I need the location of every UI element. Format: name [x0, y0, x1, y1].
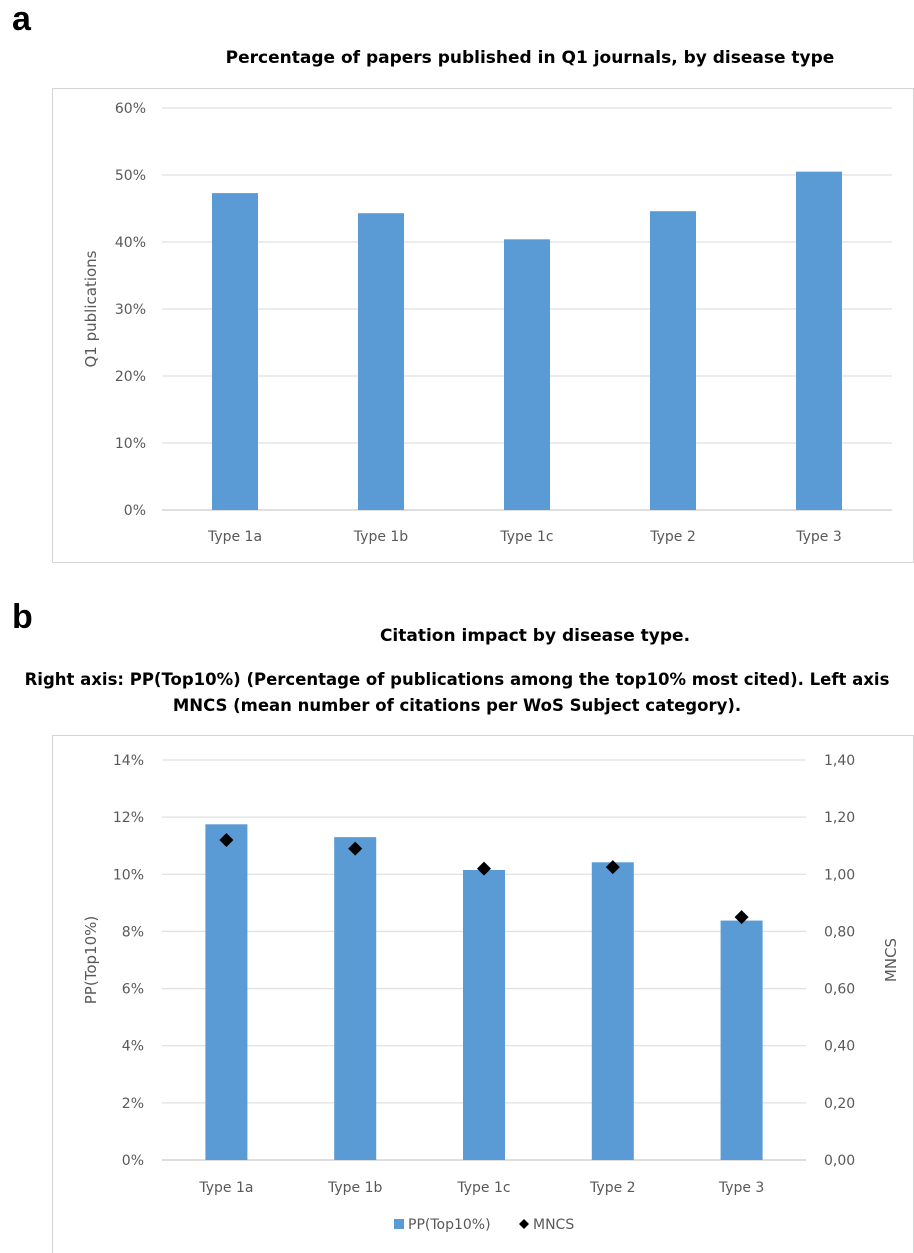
xtick-label-b-2: Type 1c — [456, 1180, 510, 1196]
ytick-label-a-3: 30% — [115, 302, 146, 318]
legend-swatch-mncs — [519, 1219, 529, 1229]
y-axis-label-b-right: MNCS — [882, 938, 900, 982]
xtick-label-b-1: Type 1b — [327, 1180, 383, 1196]
xtick-label-a-0: Type 1a — [207, 529, 262, 545]
bar-b-4 — [720, 920, 763, 1160]
chart-b-title-line-1: Citation impact by disease type. — [379, 626, 691, 646]
ytick-label-b-left-5: 10% — [113, 867, 144, 883]
marker-b-0 — [219, 833, 234, 847]
ytick-label-b-right-2: 0,40 — [824, 1039, 855, 1055]
marker-b-4 — [734, 910, 749, 925]
xtick-label-b-3: Type 2 — [589, 1180, 636, 1196]
ytick-label-b-right-0: 0,00 — [824, 1153, 855, 1169]
ytick-label-b-right-1: 0,20 — [824, 1096, 855, 1112]
ytick-label-a-6: 60% — [115, 101, 146, 117]
marker-b-2 — [477, 861, 491, 876]
ytick-label-b-right-7: 1,40 — [824, 753, 855, 769]
ytick-label-a-5: 50% — [115, 168, 146, 184]
bar-b-3 — [591, 862, 634, 1160]
ytick-label-a-0: 0% — [124, 503, 146, 519]
ytick-label-b-left-4: 8% — [122, 924, 144, 940]
ytick-label-b-right-6: 1,20 — [824, 810, 855, 826]
xtick-label-a-4: Type 3 — [795, 529, 842, 545]
ytick-label-b-right-4: 0,80 — [824, 924, 855, 940]
xtick-label-b-4: Type 3 — [718, 1180, 765, 1196]
xtick-label-a-3: Type 2 — [649, 529, 696, 545]
legend-label-mncs: MNCS — [533, 1217, 574, 1233]
panel-letter-b: b — [12, 598, 33, 636]
chart-a-frame — [52, 88, 914, 563]
legend-swatch-pp — [394, 1219, 404, 1229]
ytick-label-b-right-5: 1,00 — [824, 867, 855, 883]
bar-a-3 — [650, 211, 696, 510]
xtick-label-b-0: Type 1a — [198, 1180, 253, 1196]
ytick-label-a-1: 10% — [115, 436, 146, 452]
bar-a-0 — [212, 193, 258, 510]
xtick-label-a-1: Type 1b — [353, 529, 409, 545]
ytick-label-b-left-7: 14% — [113, 753, 144, 769]
bar-b-2 — [463, 870, 505, 1160]
ytick-label-b-right-3: 0,60 — [824, 982, 855, 998]
marker-b-3 — [605, 860, 620, 875]
y-axis-label-a: Q1 publications — [82, 250, 100, 367]
bar-a-2 — [504, 239, 550, 510]
bar-b-0 — [205, 824, 248, 1160]
ytick-label-b-left-2: 4% — [122, 1039, 144, 1055]
chart-a-title: Percentage of papers published in Q1 jou… — [225, 48, 835, 68]
xtick-label-a-2: Type 1c — [499, 529, 553, 545]
ytick-label-b-left-6: 12% — [113, 810, 144, 826]
legend-label-pp: PP(Top10%) — [408, 1217, 491, 1233]
marker-b-1 — [348, 841, 363, 856]
chart-b-title-line-3: MNCS (mean number of citations per WoS S… — [172, 696, 742, 715]
bar-a-1 — [358, 213, 404, 510]
y-axis-label-b-left: PP(Top10%) — [82, 916, 100, 1004]
chart-b-title-line-2: Right axis: PP(Top10%) (Percentage of pu… — [24, 670, 890, 689]
bar-a-4 — [796, 171, 842, 510]
ytick-label-a-2: 20% — [115, 369, 146, 385]
ytick-label-b-left-1: 2% — [122, 1096, 144, 1112]
bar-b-1 — [334, 837, 377, 1160]
panel-letter-a: a — [12, 0, 31, 38]
ytick-label-a-4: 40% — [115, 235, 146, 251]
ytick-label-b-left-3: 6% — [122, 982, 144, 998]
ytick-label-b-left-0: 0% — [122, 1153, 144, 1169]
